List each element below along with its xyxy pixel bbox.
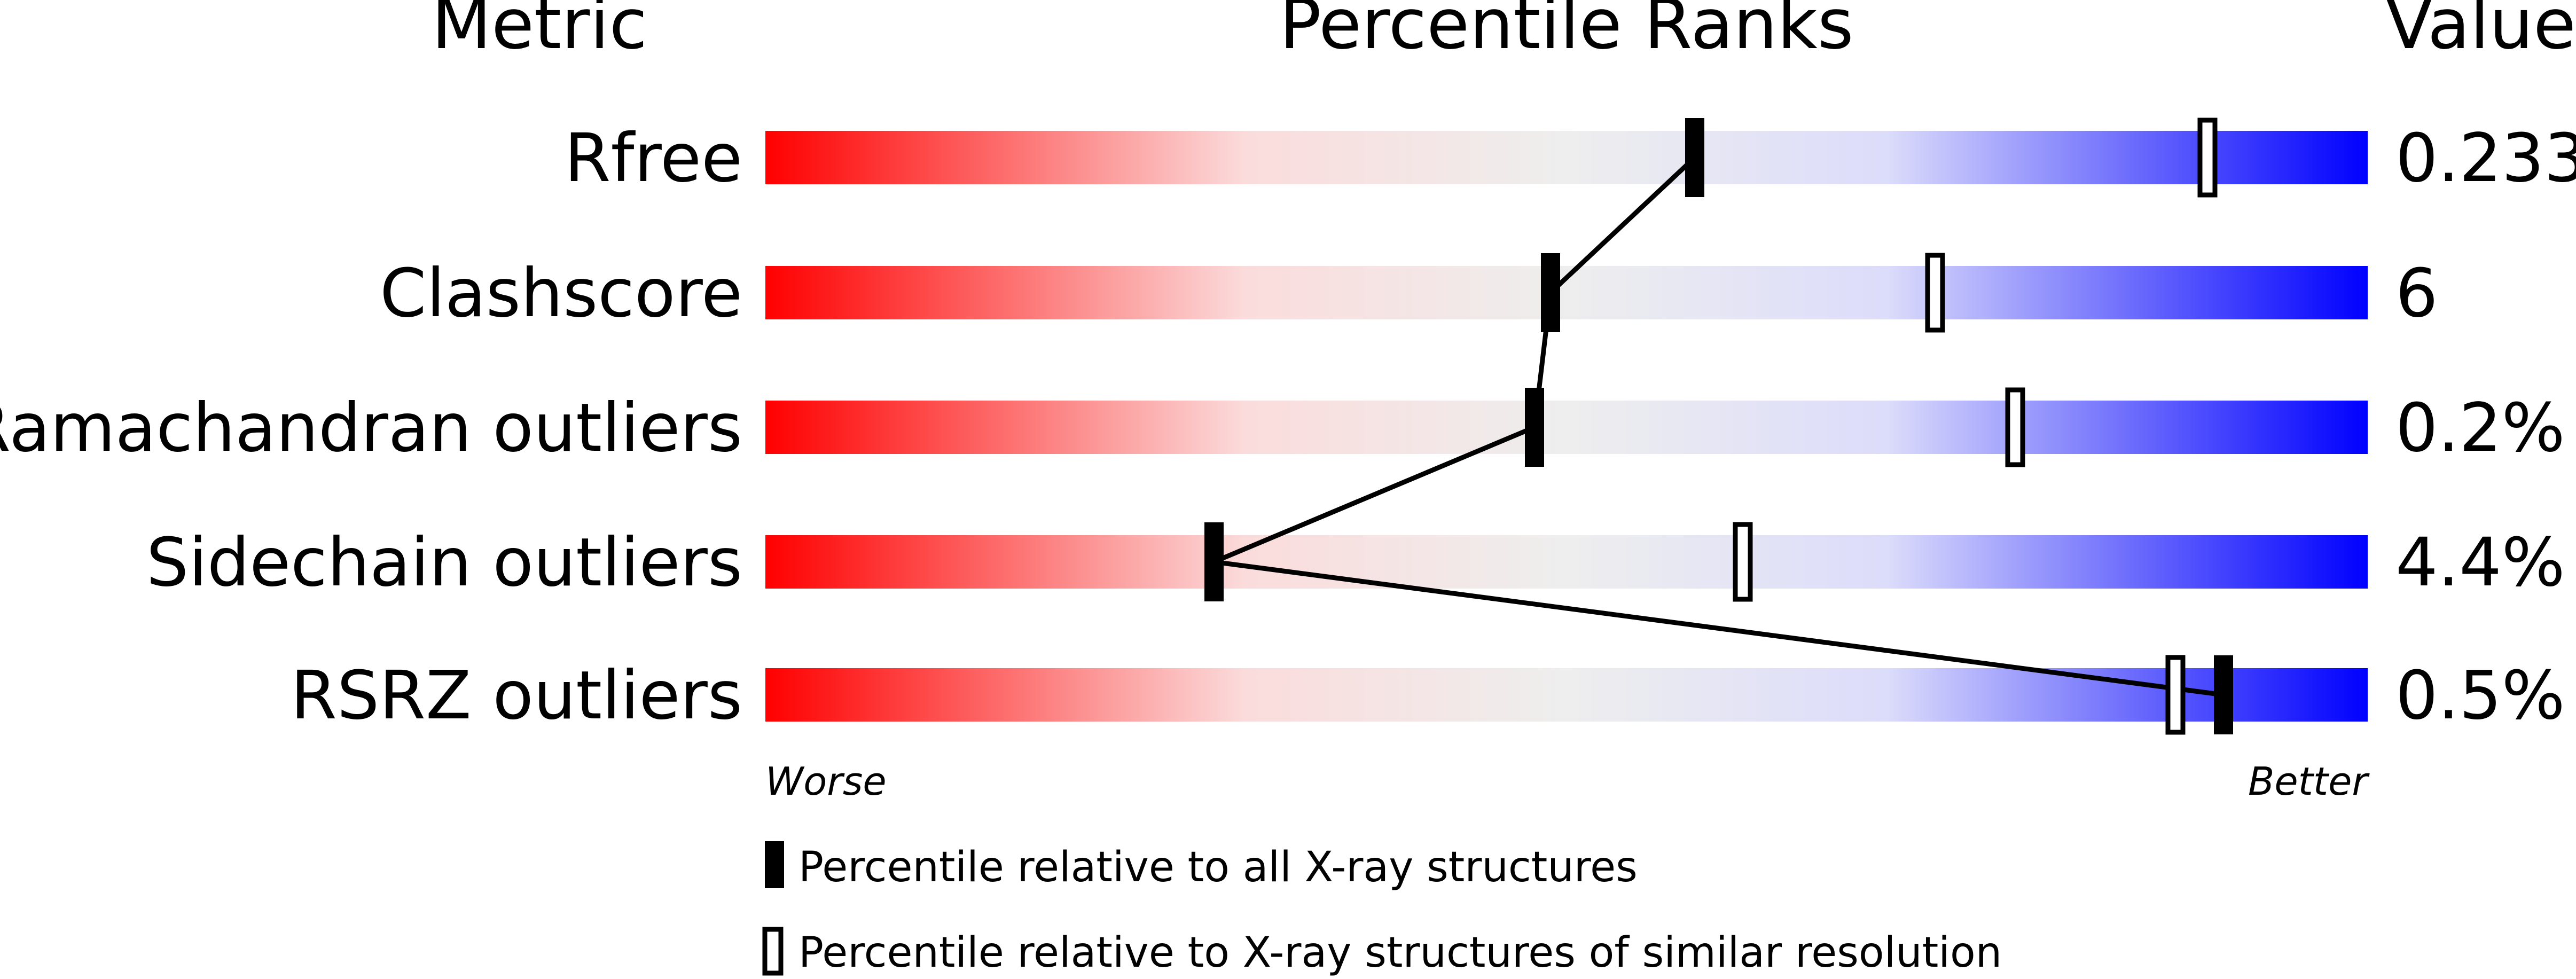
- header-metric: Metric: [432, 0, 647, 65]
- similar-resolution-marker: [2165, 655, 2186, 735]
- all-structures-marker: [1525, 388, 1544, 467]
- similar-resolution-marker: [2005, 387, 2025, 467]
- worse-label: Worse: [765, 759, 887, 804]
- percentile-bar: [765, 266, 2368, 319]
- header-value: Value: [2385, 0, 2576, 65]
- all-structures-marker: [2214, 655, 2233, 734]
- metric-label: Sidechain outliers: [146, 524, 742, 601]
- percentile-bar: [765, 535, 2368, 589]
- metric-label: RSRZ outliers: [291, 657, 742, 734]
- similar-resolution-marker: [1925, 253, 1945, 333]
- metric-value: 0.233: [2395, 120, 2576, 197]
- metric-label: Rfree: [565, 120, 742, 197]
- percentile-bar: [765, 131, 2368, 184]
- similar-resolution-marker: [1733, 522, 1753, 602]
- percentile-bar: [765, 668, 2368, 722]
- all-structures-marker: [1204, 522, 1224, 601]
- metric-value: 0.2%: [2395, 389, 2565, 467]
- metric-value: 0.5%: [2395, 657, 2565, 734]
- similar-resolution-marker: [2197, 118, 2218, 198]
- legend-filled-marker-icon: [765, 841, 784, 888]
- metric-label: Clashscore: [380, 255, 742, 332]
- legend-hollow-label: Percentile relative to X-ray structures …: [798, 929, 2002, 977]
- better-label: Better: [2248, 759, 2370, 804]
- legend-hollow-marker-icon: [762, 927, 784, 976]
- metric-value: 4.4%: [2395, 524, 2565, 601]
- legend-filled-label: Percentile relative to all X-ray structu…: [798, 843, 1638, 891]
- percentile-bar: [765, 401, 2368, 454]
- all-structures-marker: [1541, 253, 1560, 332]
- metric-label: Ramachandran outliers: [0, 389, 742, 467]
- all-structures-marker: [1685, 118, 1704, 197]
- header-ranks: Percentile Ranks: [1279, 0, 1853, 65]
- metric-value: 6: [2395, 255, 2438, 332]
